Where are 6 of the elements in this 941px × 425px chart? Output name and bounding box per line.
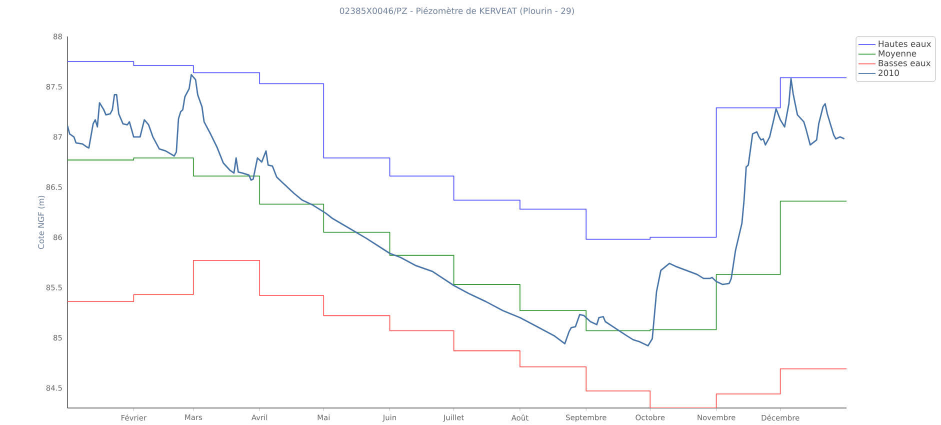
legend-label: Moyenne (878, 50, 916, 58)
chart-title: 02385X0046/PZ - Piézomètre de KERVEAT (Plourin - 29) (340, 7, 574, 15)
legend-label: 2010 (878, 70, 899, 76)
line-series (68, 74, 846, 346)
legend-label: Basses eaux (878, 60, 931, 66)
legend-label: Hautes eaux (878, 40, 931, 47)
